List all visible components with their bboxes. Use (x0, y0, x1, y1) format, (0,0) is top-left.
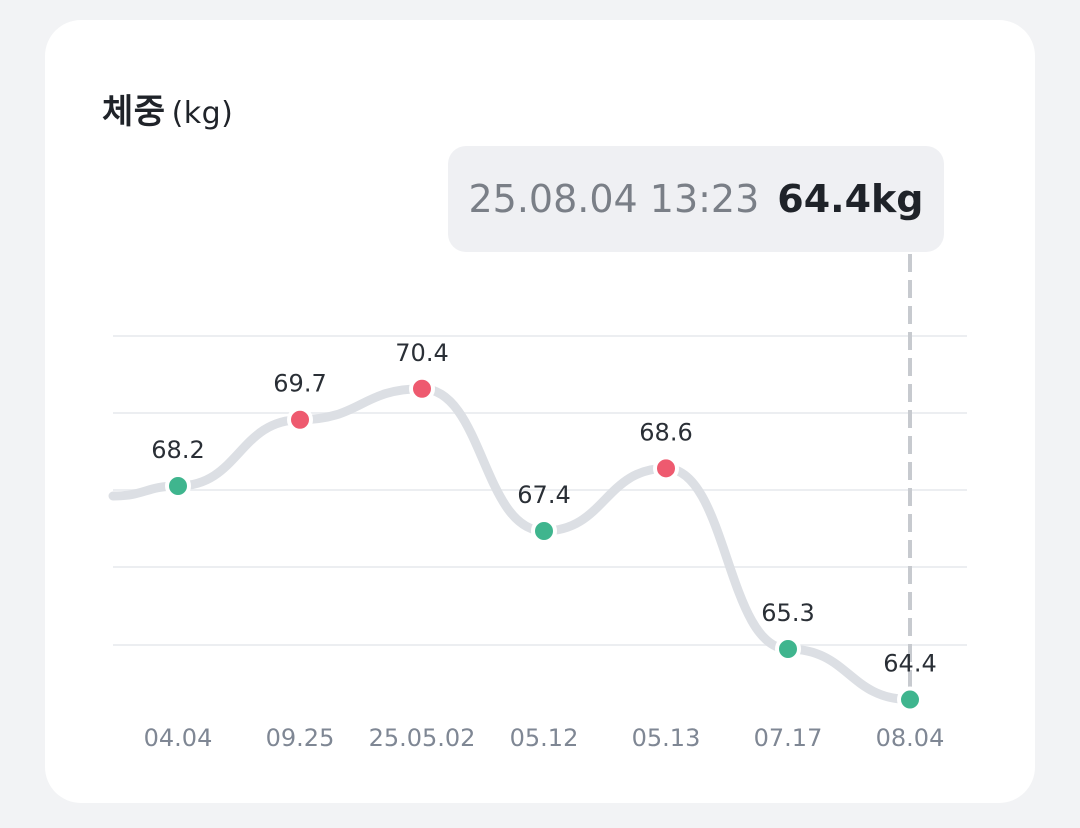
selected-point-tooltip: 25.08.04 13:23 64.4kg (448, 146, 944, 252)
x-tick-label: 05.13 (632, 724, 701, 752)
data-point[interactable] (287, 406, 313, 433)
data-label: 70.4 (395, 339, 448, 367)
x-tick-label: 04.04 (144, 724, 213, 752)
data-point[interactable] (897, 686, 923, 713)
data-point[interactable] (409, 375, 435, 402)
x-tick-label: 25.05.02 (369, 724, 476, 752)
tooltip-datetime: 25.08.04 13:23 (468, 177, 760, 221)
chart-title: 체중 (kg) (102, 84, 233, 133)
tooltip-value: 64.4kg (777, 177, 924, 221)
x-tick-label: 07.17 (754, 724, 823, 752)
chart-title-text: 체중 (102, 92, 166, 132)
x-tick-label: 09.25 (266, 724, 335, 752)
data-label: 68.6 (639, 418, 692, 446)
data-label: 69.7 (273, 370, 326, 398)
series-line (108, 384, 915, 705)
data-point[interactable] (531, 517, 557, 544)
chart-unit: (kg) (171, 96, 234, 131)
data-point[interactable] (775, 635, 801, 662)
x-tick-label: 05.12 (510, 724, 579, 752)
x-tick-label: 08.04 (876, 724, 945, 752)
data-point[interactable] (653, 455, 679, 482)
data-label: 65.3 (761, 599, 814, 627)
data-label: 64.4 (883, 650, 936, 678)
data-point[interactable] (165, 473, 191, 499)
data-label: 68.2 (151, 436, 204, 464)
data-label: 67.4 (517, 481, 570, 509)
